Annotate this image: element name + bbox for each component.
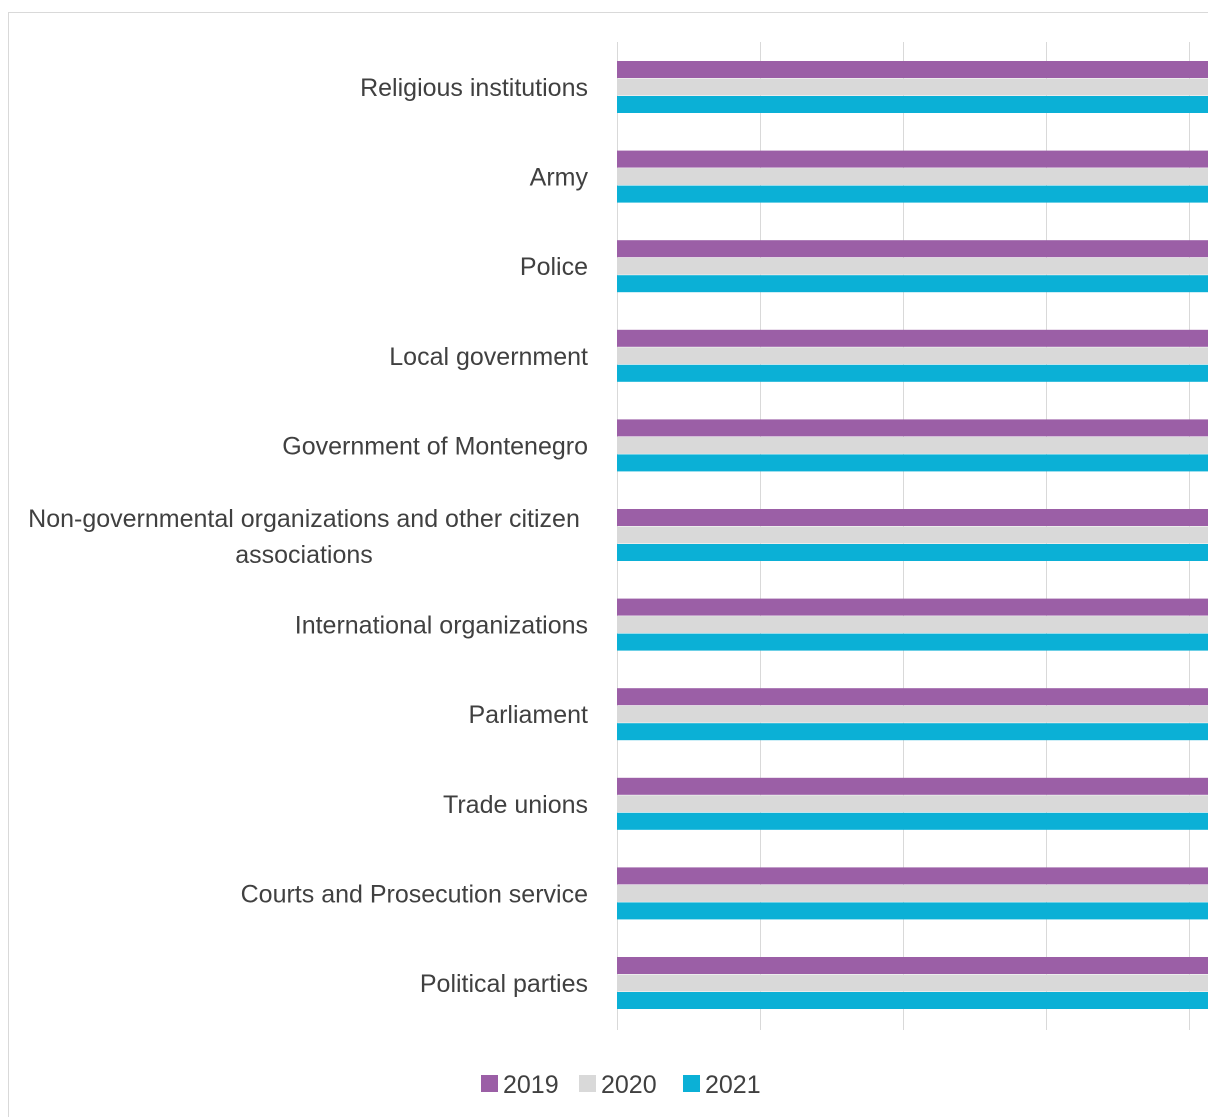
bar-2021-3 — [617, 275, 1208, 293]
bars — [617, 61, 1208, 1009]
legend: 2019 2020 2021 — [481, 1071, 761, 1099]
bar-2021-1 — [617, 96, 1208, 113]
bar-2021-7 — [617, 633, 1208, 651]
bar-2020-5 — [617, 436, 1208, 454]
bar-2021-6 — [617, 544, 1208, 561]
bar-2020-10 — [617, 884, 1208, 902]
bar-2019-10 — [617, 867, 1208, 885]
category-label: Religious institutions — [360, 74, 588, 102]
bar-2020-7 — [617, 616, 1208, 634]
bar-2021-2 — [617, 185, 1208, 203]
chart-frame — [8, 12, 1208, 1117]
category-label-line-2: associations — [235, 541, 373, 569]
bar-2021-5 — [617, 454, 1208, 472]
category-label: International organizations — [295, 612, 588, 640]
bar-2020-11 — [617, 974, 1208, 992]
bar-2020-1 — [617, 78, 1208, 96]
bar-2021-10 — [617, 902, 1208, 920]
bar-2019-3 — [617, 240, 1208, 258]
bar-2020-4 — [617, 347, 1208, 365]
category-label: Trade unions — [443, 791, 588, 819]
bar-2019-2 — [617, 150, 1208, 168]
category-label: Police — [520, 253, 588, 281]
bar-2019-11 — [617, 957, 1208, 974]
bar-2020-6 — [617, 526, 1208, 544]
category-label: Parliament — [469, 701, 589, 729]
legend-label-2020: 2020 — [601, 1071, 657, 1099]
bar-2020-8 — [617, 705, 1208, 723]
bar-2019-5 — [617, 419, 1208, 437]
bar-2020-3 — [617, 257, 1208, 275]
bar-2019-9 — [617, 777, 1208, 795]
category-label: Non-governmental organizations and other… — [28, 505, 580, 533]
bar-2019-1 — [617, 61, 1208, 78]
bar-2019-6 — [617, 509, 1208, 526]
legend-swatch-2019 — [481, 1075, 498, 1092]
category-label: Local government — [389, 343, 588, 371]
bar-2021-4 — [617, 364, 1208, 382]
bar-2021-9 — [617, 812, 1208, 830]
bar-2021-11 — [617, 992, 1208, 1009]
bar-2019-4 — [617, 329, 1208, 347]
legend-label-2021: 2021 — [705, 1071, 761, 1099]
bar-2019-7 — [617, 598, 1208, 616]
category-label: Government of Montenegro — [282, 432, 588, 460]
category-label: Army — [530, 164, 589, 192]
category-label: Courts and Prosecution service — [241, 880, 588, 908]
legend-swatch-2020 — [579, 1075, 596, 1092]
bar-2019-8 — [617, 688, 1208, 706]
legend-label-2019: 2019 — [503, 1071, 559, 1099]
category-label: Political parties — [420, 970, 588, 998]
legend-swatch-2021 — [683, 1075, 700, 1092]
bar-2020-9 — [617, 795, 1208, 813]
bar-2020-2 — [617, 168, 1208, 186]
bar-2021-8 — [617, 723, 1208, 741]
category-labels: Religious institutions Army Police Local go… — [28, 74, 588, 998]
